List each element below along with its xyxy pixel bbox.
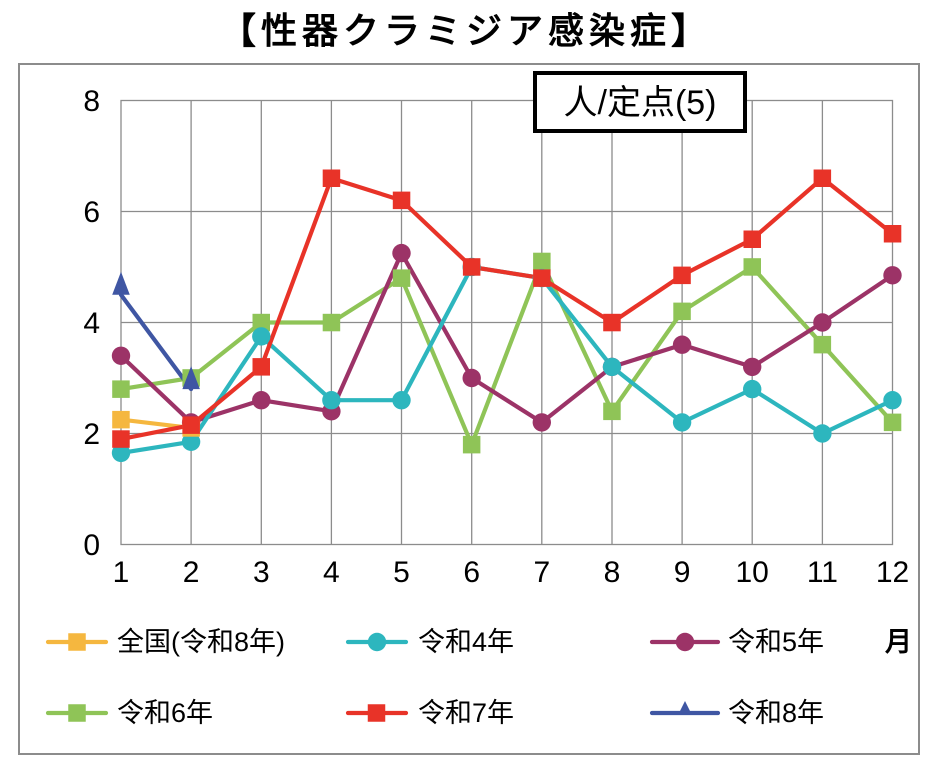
svg-text:11: 11 bbox=[807, 556, 838, 589]
svg-text:7: 7 bbox=[533, 556, 550, 589]
svg-text:10: 10 bbox=[736, 556, 769, 589]
svg-text:全国(令和8年): 全国(令和8年) bbox=[117, 627, 285, 657]
svg-text:2: 2 bbox=[183, 556, 200, 589]
svg-text:3: 3 bbox=[253, 556, 270, 589]
svg-text:4: 4 bbox=[323, 556, 340, 589]
svg-text:令和8年: 令和8年 bbox=[728, 698, 824, 728]
svg-text:9: 9 bbox=[674, 556, 691, 589]
svg-text:5: 5 bbox=[393, 556, 410, 589]
svg-text:令和5年: 令和5年 bbox=[728, 627, 824, 657]
svg-text:0: 0 bbox=[83, 529, 100, 562]
svg-text:12: 12 bbox=[876, 556, 909, 589]
svg-text:6: 6 bbox=[463, 556, 480, 589]
svg-text:令和4年: 令和4年 bbox=[418, 627, 514, 657]
svg-text:8: 8 bbox=[83, 85, 100, 118]
svg-text:令和7年: 令和7年 bbox=[418, 698, 514, 728]
svg-text:令和6年: 令和6年 bbox=[117, 698, 213, 728]
svg-text:4: 4 bbox=[83, 307, 100, 340]
svg-text:8: 8 bbox=[604, 556, 621, 589]
svg-text:6: 6 bbox=[83, 196, 100, 229]
svg-text:月: 月 bbox=[884, 627, 912, 657]
svg-text:人/定点(5): 人/定点(5) bbox=[564, 84, 717, 122]
svg-text:2: 2 bbox=[83, 418, 100, 451]
svg-text:1: 1 bbox=[113, 556, 130, 589]
